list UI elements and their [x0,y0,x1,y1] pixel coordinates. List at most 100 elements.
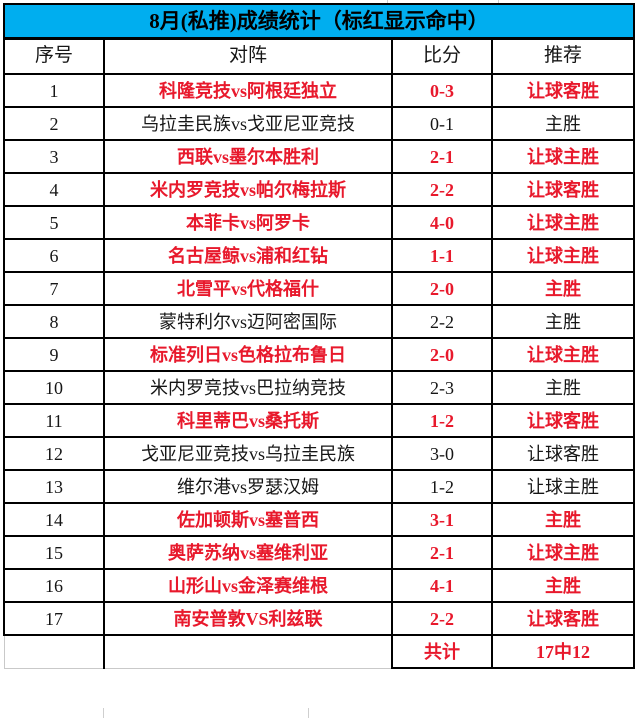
cell-index: 1 [3,73,105,108]
excel-gridline [103,708,104,718]
cell-index: 2 [3,106,105,141]
cell-pick: 让球主胜 [491,469,635,504]
column-header-pick: 推荐 [491,37,635,75]
table-row: 11 科里蒂巴vs桑托斯 1-2 让球客胜 [3,403,635,438]
table-row: 14 佐加顿斯vs塞普西 3-1 主胜 [3,502,635,537]
cell-index: 13 [3,469,105,504]
column-header-row: 序号 对阵 比分 推荐 [3,37,635,75]
cell-index: 11 [3,403,105,438]
cell-matchup: 米内罗竞技vs巴拉纳竞技 [103,370,393,405]
cell-pick: 让球主胜 [491,337,635,372]
cell-score: 1-1 [391,238,493,273]
table-title-row: 8月(私推)成绩统计（标红显示命中） [3,3,635,40]
cell-pick: 让球客胜 [491,436,635,471]
cell-index: 12 [3,436,105,471]
cell-pick: 让球客胜 [491,172,635,207]
table-row: 4 米内罗竞技vs帕尔梅拉斯 2-2 让球客胜 [3,172,635,207]
cell-pick: 让球主胜 [491,139,635,174]
table-row: 15 奥萨苏纳vs塞维利亚 2-1 让球主胜 [3,535,635,570]
cell-score: 2-2 [391,601,493,636]
cell-index: 5 [3,205,105,240]
table-row: 6 名古屋鲸vs浦和红钻 1-1 让球主胜 [3,238,635,273]
cell-matchup: 蒙特利尔vs迈阿密国际 [103,304,393,339]
cell-score: 0-3 [391,73,493,108]
cell-pick: 主胜 [491,106,635,141]
cell-score: 2-0 [391,337,493,372]
cell-index: 7 [3,271,105,306]
table-row: 8 蒙特利尔vs迈阿密国际 2-2 主胜 [3,304,635,339]
cell-matchup: 北雪平vs代格福什 [103,271,393,306]
table-row: 13 维尔港vs罗瑟汉姆 1-2 让球主胜 [3,469,635,504]
table-row: 17 南安普敦VS利兹联 2-2 让球客胜 [3,601,635,636]
excel-gridline [387,0,388,4]
summary-label: 共计 [391,634,493,669]
table-row: 16 山形山vs金泽赛维根 4-1 主胜 [3,568,635,603]
summary-total: 17中12 [491,634,635,669]
cell-matchup: 山形山vs金泽赛维根 [103,568,393,603]
page-title: 8月(私推)成绩统计（标红显示命中） [3,3,635,40]
cell-pick: 让球主胜 [491,238,635,273]
cell-score: 2-2 [391,304,493,339]
cell-index: 16 [3,568,105,603]
excel-gridline [498,0,499,4]
summary-row: 共计 17中12 [3,634,635,669]
summary-empty-cell [3,634,105,669]
cell-matchup: 名古屋鲸vs浦和红钻 [103,238,393,273]
cell-score: 0-1 [391,106,493,141]
cell-score: 2-0 [391,271,493,306]
cell-index: 3 [3,139,105,174]
cell-matchup: 本菲卡vs阿罗卡 [103,205,393,240]
cell-matchup: 西联vs墨尔本胜利 [103,139,393,174]
cell-score: 1-2 [391,469,493,504]
table-row: 2 乌拉圭民族vs戈亚尼亚竞技 0-1 主胜 [3,106,635,141]
cell-matchup: 标准列日vs色格拉布鲁日 [103,337,393,372]
cell-matchup: 维尔港vs罗瑟汉姆 [103,469,393,504]
cell-index: 4 [3,172,105,207]
cell-matchup: 科隆竞技vs阿根廷独立 [103,73,393,108]
cell-pick: 让球客胜 [491,73,635,108]
cell-pick: 主胜 [491,568,635,603]
cell-index: 6 [3,238,105,273]
cell-score: 2-1 [391,535,493,570]
cell-pick: 主胜 [491,502,635,537]
cell-index: 17 [3,601,105,636]
table-row: 5 本菲卡vs阿罗卡 4-0 让球主胜 [3,205,635,240]
cell-score: 3-1 [391,502,493,537]
column-header-no: 序号 [3,37,105,75]
table-row: 3 西联vs墨尔本胜利 2-1 让球主胜 [3,139,635,174]
cell-pick: 主胜 [491,370,635,405]
cell-matchup: 米内罗竞技vs帕尔梅拉斯 [103,172,393,207]
cell-pick: 主胜 [491,304,635,339]
cell-pick: 让球客胜 [491,403,635,438]
cell-index: 8 [3,304,105,339]
cell-pick: 让球主胜 [491,205,635,240]
cell-score: 1-2 [391,403,493,438]
cell-score: 2-3 [391,370,493,405]
results-table: 8月(私推)成绩统计（标红显示命中） 序号 对阵 比分 推荐 1 科隆竞技vs阿… [3,3,635,669]
cell-score: 4-1 [391,568,493,603]
cell-index: 14 [3,502,105,537]
cell-score: 4-0 [391,205,493,240]
column-header-score: 比分 [391,37,493,75]
column-header-match: 对阵 [103,37,393,75]
cell-pick: 主胜 [491,271,635,306]
cell-index: 10 [3,370,105,405]
cell-score: 2-1 [391,139,493,174]
cell-score: 3-0 [391,436,493,471]
cell-pick: 让球主胜 [491,535,635,570]
excel-gridline [308,708,309,718]
cell-pick: 让球客胜 [491,601,635,636]
table-row: 12 戈亚尼亚竞技vs乌拉圭民族 3-0 让球客胜 [3,436,635,471]
cell-score: 2-2 [391,172,493,207]
table-row: 10 米内罗竞技vs巴拉纳竞技 2-3 主胜 [3,370,635,405]
table-row: 9 标准列日vs色格拉布鲁日 2-0 让球主胜 [3,337,635,372]
cell-matchup: 奥萨苏纳vs塞维利亚 [103,535,393,570]
summary-empty-cell [103,634,393,669]
cell-matchup: 南安普敦VS利兹联 [103,601,393,636]
cell-matchup: 戈亚尼亚竞技vs乌拉圭民族 [103,436,393,471]
cell-matchup: 乌拉圭民族vs戈亚尼亚竞技 [103,106,393,141]
cell-matchup: 佐加顿斯vs塞普西 [103,502,393,537]
cell-index: 9 [3,337,105,372]
table-row: 1 科隆竞技vs阿根廷独立 0-3 让球客胜 [3,73,635,108]
